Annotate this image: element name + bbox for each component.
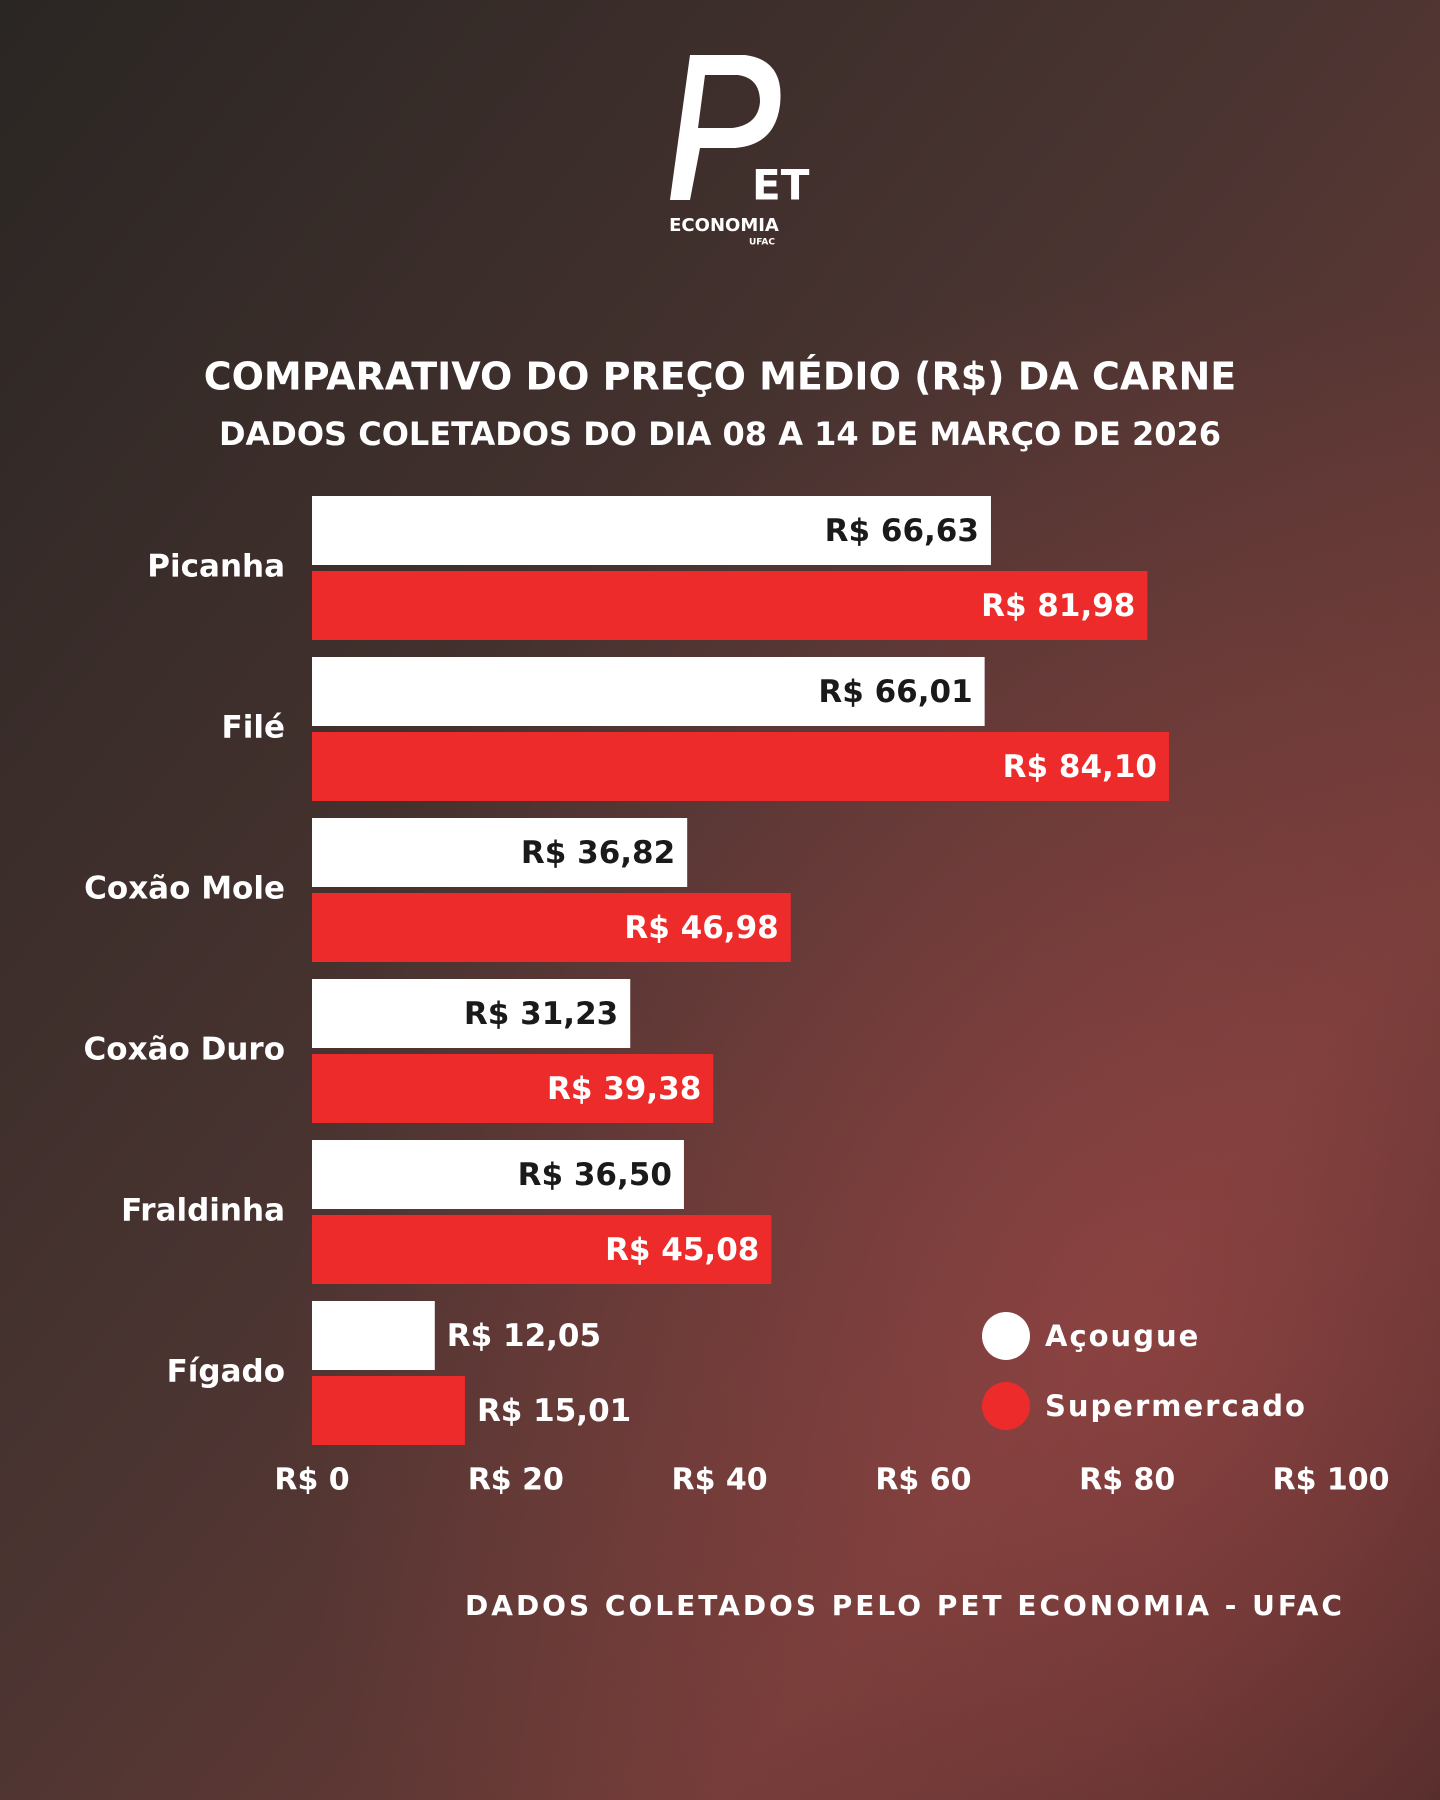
legend-swatch xyxy=(982,1312,1030,1360)
category-label: Picanha xyxy=(147,549,285,585)
bar xyxy=(312,571,1148,640)
bar xyxy=(312,1140,684,1209)
value-label: R$ 39,38 xyxy=(547,1071,701,1107)
bar xyxy=(312,1376,465,1445)
legend-swatch xyxy=(982,1382,1030,1430)
value-label: R$ 84,10 xyxy=(1003,749,1157,785)
category-label: Fraldinha xyxy=(121,1193,285,1229)
bar xyxy=(312,1301,435,1370)
x-tick-label: R$ 20 xyxy=(468,1463,564,1498)
logo-mark: ET xyxy=(752,161,810,210)
x-tick-label: R$ 80 xyxy=(1079,1463,1175,1498)
bar xyxy=(312,657,985,726)
bar xyxy=(312,979,631,1048)
bar xyxy=(312,732,1169,801)
x-tick-label: R$ 100 xyxy=(1272,1463,1389,1498)
logo-p xyxy=(670,55,781,200)
bar xyxy=(312,496,991,565)
x-tick-label: R$ 0 xyxy=(274,1463,349,1498)
logo-name: ECONOMIA xyxy=(669,215,779,236)
category-label: Coxão Mole xyxy=(84,871,285,907)
category-label: Filé xyxy=(222,710,285,746)
bar xyxy=(312,1215,772,1284)
x-tick-label: R$ 60 xyxy=(875,1463,971,1498)
footer: DADOS COLETADOS PELO PET ECONOMIA - UFAC xyxy=(465,1589,1345,1622)
chart-subtitle: DADOS COLETADOS DO DIA 08 A 14 DE MARÇO … xyxy=(219,415,1221,453)
logo: ET ECONOMIA UFAC xyxy=(669,55,810,248)
category-label: Fígado xyxy=(167,1354,285,1390)
category-label: Coxão Duro xyxy=(84,1032,285,1068)
value-label: R$ 81,98 xyxy=(981,588,1135,624)
bar xyxy=(312,818,688,887)
value-label: R$ 46,98 xyxy=(624,910,778,946)
value-label: R$ 31,23 xyxy=(464,996,618,1032)
value-label: R$ 45,08 xyxy=(605,1232,759,1268)
logo-org: UFAC xyxy=(749,238,775,248)
legend-label: Açougue xyxy=(1045,1319,1200,1353)
value-label: R$ 36,50 xyxy=(518,1157,672,1193)
value-label: R$ 12,05 xyxy=(447,1318,601,1354)
value-label: R$ 15,01 xyxy=(477,1393,631,1429)
bar xyxy=(312,893,791,962)
x-tick-label: R$ 40 xyxy=(672,1463,768,1498)
chart-title: COMPARATIVO DO PREÇO MÉDIO (R$) DA CARNE xyxy=(204,355,1237,399)
value-label: R$ 66,01 xyxy=(818,674,972,710)
value-label: R$ 66,63 xyxy=(825,513,979,549)
bar xyxy=(312,1054,714,1123)
legend-label: Supermercado xyxy=(1045,1389,1307,1423)
value-label: R$ 36,82 xyxy=(521,835,675,871)
